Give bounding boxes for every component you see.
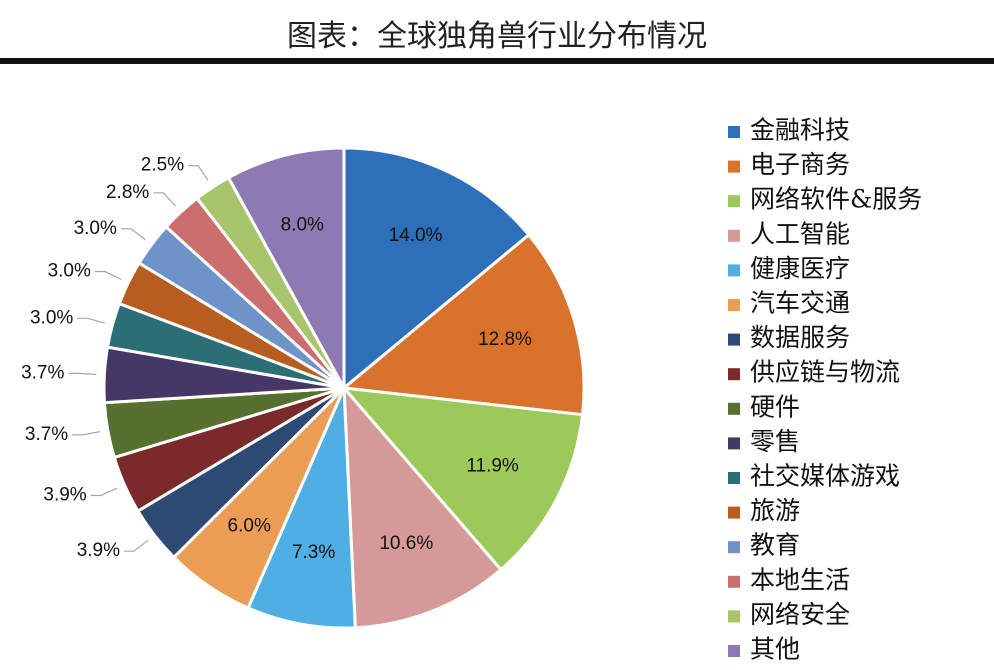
slice-label: 7.3%: [292, 542, 335, 563]
legend-label: 人工智能: [750, 219, 850, 248]
leader-line: [124, 539, 149, 552]
legend-swatch: [728, 506, 740, 519]
slice-label: 12.8%: [478, 329, 532, 350]
slice-label: 11.9%: [466, 455, 519, 476]
legend-label: 零售: [750, 427, 800, 456]
slice-label: 3.0%: [74, 218, 117, 239]
legend-swatch: [728, 160, 740, 173]
legend-swatch: [728, 575, 740, 588]
legend-swatch: [728, 264, 740, 277]
slice-label: 2.8%: [106, 182, 149, 203]
slice-label: 3.7%: [25, 424, 68, 445]
legend-swatch: [728, 437, 740, 450]
leader-line: [72, 431, 101, 436]
leader-line: [94, 270, 122, 280]
chart-title: 图表：全球独角兽行业分布情况: [287, 19, 707, 54]
legend-swatch: [728, 645, 740, 657]
leader-line: [68, 372, 97, 375]
legend-label: 本地生活: [750, 565, 850, 594]
legend-label: 网络安全: [750, 600, 850, 629]
slice-label: 3.9%: [43, 485, 86, 506]
legend-swatch: [728, 126, 740, 138]
pie-slice: [246, 387, 357, 630]
legend-swatch: [728, 402, 740, 415]
legend-label: 汽车交通: [750, 289, 850, 318]
leader-line: [153, 192, 176, 207]
legend-swatch: [728, 541, 740, 554]
slice-label: 3.0%: [48, 261, 91, 282]
pie-slice: [340, 386, 585, 572]
legend-swatch: [728, 333, 740, 346]
slice-label: 3.9%: [77, 540, 120, 561]
slice-label: 10.6%: [379, 533, 433, 554]
leader-line: [120, 228, 146, 240]
leader-line: [77, 317, 105, 324]
legend-label: 其他: [750, 635, 800, 664]
legend-label: 健康医疗: [750, 254, 850, 283]
pie-slice: [226, 146, 346, 389]
pie-slice: [340, 232, 586, 417]
leader-line: [188, 165, 209, 181]
legend-swatch: [728, 195, 740, 208]
slice-label: 6.0%: [228, 516, 271, 537]
legend-label: 金融科技: [750, 116, 850, 145]
legend-label: 社交媒体游戏: [750, 462, 900, 491]
legend-label: 旅游: [750, 496, 800, 525]
legend: 金融科技电子商务网络软件&服务人工智能健康医疗汽车交通数据服务供应链与物流硬件零…: [728, 116, 922, 664]
legend-swatch: [728, 610, 740, 623]
slice-label: 3.7%: [21, 362, 64, 383]
slice-label: 8.0%: [281, 214, 324, 235]
legend-label: 供应链与物流: [750, 358, 900, 387]
legend-swatch: [728, 299, 740, 311]
legend-label: 电子商务: [750, 150, 850, 179]
legend-label: 网络软件&服务: [750, 185, 922, 214]
slice-label: 14.0%: [389, 225, 443, 246]
legend-label: 数据服务: [750, 323, 850, 352]
title-divider: [0, 58, 994, 64]
legend-swatch: [728, 472, 740, 484]
pie-slices: [102, 146, 586, 630]
legend-label: 硬件: [750, 392, 800, 421]
legend-swatch: [728, 229, 740, 242]
slice-label: 2.5%: [141, 155, 184, 176]
pie-slice: [342, 383, 503, 630]
slice-label: 3.0%: [30, 307, 73, 328]
pie-slice: [342, 146, 531, 392]
legend-swatch: [728, 368, 740, 381]
legend-label: 教育: [750, 531, 800, 560]
pie-labels: 14.0% 12.8% 11.9% 10.6% 7.3% 6.0% 3.9% 3.9% 3.7%…: [21, 155, 532, 564]
leader-line: [90, 487, 118, 497]
